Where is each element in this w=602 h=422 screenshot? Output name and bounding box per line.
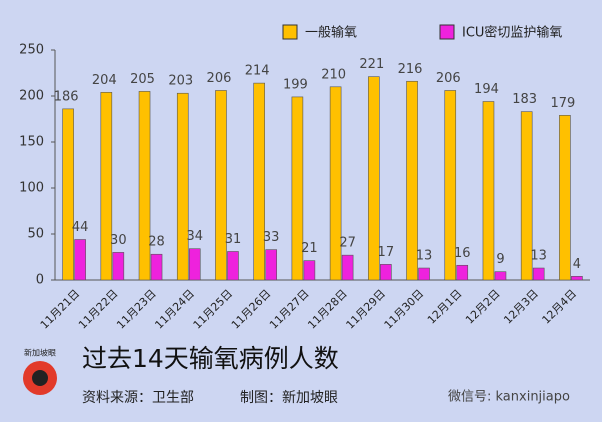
bar	[444, 90, 457, 281]
data-label: 214	[245, 64, 270, 79]
legend-swatch	[439, 24, 455, 40]
data-label: 28	[148, 235, 165, 250]
legend-label: 一般输氧	[305, 25, 357, 41]
bar	[62, 108, 74, 281]
data-label: 204	[92, 73, 117, 88]
data-label: 216	[398, 62, 423, 77]
y-tick-label: 200	[19, 89, 44, 104]
bar	[150, 253, 163, 281]
bar	[227, 251, 239, 281]
data-label: 33	[263, 230, 280, 245]
data-label: 205	[130, 72, 155, 87]
data-label: 194	[474, 82, 499, 97]
data-label: 210	[321, 67, 346, 82]
logo-text: 新加坡眼	[24, 348, 56, 358]
y-tick-label: 100	[19, 181, 44, 196]
logo-eye	[32, 370, 48, 386]
credit: 制图：新加坡眼	[240, 390, 338, 406]
data-label: 183	[512, 92, 537, 107]
data-label: 30	[110, 233, 127, 248]
data-label: 21	[301, 241, 318, 256]
legend-swatch	[282, 24, 298, 40]
data-label: 13	[530, 249, 547, 264]
bar	[520, 111, 533, 281]
data-label: 186	[54, 89, 79, 104]
watermark: 微信号: kanxinjiapo	[448, 390, 570, 405]
bar	[368, 76, 380, 281]
bar	[329, 86, 342, 281]
bar	[176, 92, 189, 281]
data-label: 34	[186, 229, 203, 244]
y-tick-label: 150	[19, 135, 44, 150]
y-tick-label: 0	[36, 273, 44, 288]
bar	[303, 260, 316, 281]
data-label: 199	[283, 77, 308, 92]
bar	[456, 264, 469, 281]
data-label: 206	[207, 71, 232, 86]
bar	[418, 267, 430, 281]
bar	[532, 267, 545, 281]
bar	[265, 249, 277, 281]
data-label: 179	[550, 96, 575, 111]
logo: 新加坡眼	[23, 348, 57, 395]
bar	[112, 252, 125, 281]
chart-title: 过去14天输氧病例人数	[82, 344, 339, 373]
legend-label: ICU密切监护输氧	[462, 25, 562, 41]
data-label: 17	[378, 245, 395, 260]
data-label: 16	[454, 246, 471, 261]
bar	[74, 239, 86, 281]
data-label: 206	[436, 71, 461, 86]
bar	[341, 254, 354, 281]
bar	[253, 82, 265, 281]
data-label: 9	[496, 252, 504, 267]
y-tick-label: 250	[19, 43, 44, 58]
bar	[291, 96, 304, 281]
bar	[482, 101, 495, 281]
data-label: 4	[573, 257, 581, 272]
y-tick-label: 50	[27, 227, 44, 242]
data-label: 221	[359, 57, 384, 72]
bar	[559, 115, 571, 281]
data-label: 203	[168, 74, 193, 89]
bar	[215, 90, 227, 281]
data-label: 13	[416, 249, 433, 264]
source: 资料来源：卫生部	[82, 390, 194, 406]
bar	[188, 248, 201, 281]
bar	[494, 271, 507, 281]
data-label: 44	[72, 220, 89, 235]
bar	[380, 264, 392, 281]
bar	[138, 91, 151, 281]
bar	[100, 92, 113, 281]
bar	[571, 276, 583, 281]
bar	[406, 80, 418, 281]
data-label: 31	[225, 232, 242, 247]
data-label: 27	[339, 236, 356, 251]
